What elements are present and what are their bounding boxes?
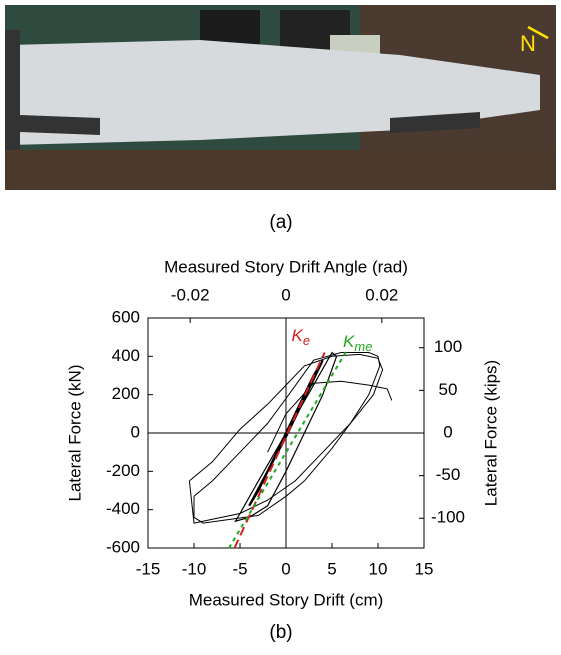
y2-tick-label: -100 [431,508,465,527]
north-label: N [520,31,536,56]
annotation: Ke [292,327,311,349]
y2-tick-label: 0 [443,422,452,441]
annotation-symbol: K [343,332,355,351]
x-tick-label: 5 [327,559,336,578]
annotation-subscript: me [354,339,372,354]
x2-axis-title: Measured Story Drift Angle (rad) [164,257,408,276]
x-axis-title: Measured Story Drift (cm) [189,590,384,609]
north-arrow [527,25,549,40]
annotation: Kme [343,332,372,354]
y2-tick-label: -50 [436,465,461,484]
y-tick-label: -200 [106,461,140,480]
x-tick-label: -5 [232,559,247,578]
x-tick-label: -15 [136,559,161,578]
y2-axis-title: Lateral Force (kips) [481,360,500,506]
x2-tick-label: -0.02 [171,285,210,304]
y-tick-label: 200 [112,384,140,403]
series-line [193,352,381,524]
y2-tick-label: 100 [434,337,462,356]
x-tick-label: 15 [415,559,434,578]
series-line [233,352,326,549]
x2-tick-label: 0.02 [365,285,398,304]
y2-tick-label: 50 [439,380,458,399]
chart: -15 -10 -5 0 5 10 15-0.02 0 0.02-600-400-2000200… [65,257,500,609]
y-axis-title: Lateral Force (kN) [65,365,84,502]
caption: (a) [269,212,292,233]
x-tick-label: 0 [281,559,290,578]
y-tick-label: 400 [112,346,140,365]
photo-floor [5,150,556,190]
y-tick-label: -600 [106,537,140,556]
series-line [228,350,348,549]
x-tick-label: -10 [182,559,207,578]
caption: (b) [269,622,292,643]
y-tick-label: -400 [106,499,140,518]
photo: N [5,5,556,190]
x-tick-label: 10 [369,559,388,578]
y-tick-label: 600 [112,307,140,326]
series-line [267,380,393,453]
annotation-subscript: e [303,334,310,349]
photo-damage [390,112,480,133]
photo-damage [20,115,100,135]
annotation-symbol: K [292,327,304,346]
y-tick-label: 0 [131,422,140,441]
x2-tick-label: 0 [281,285,290,304]
series-line [188,353,384,524]
